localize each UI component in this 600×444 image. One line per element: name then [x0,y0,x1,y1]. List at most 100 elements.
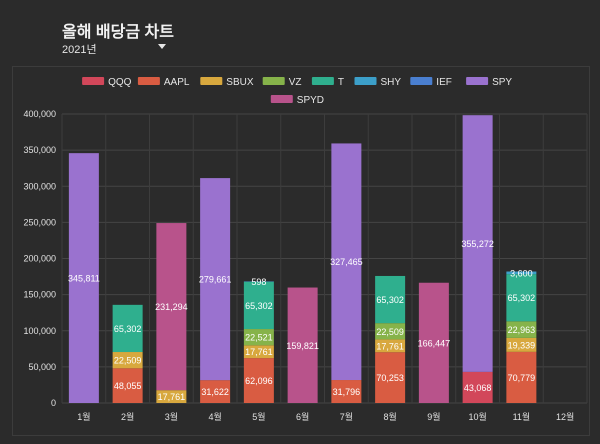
year-dropdown[interactable]: 2021년 [62,41,166,57]
bar-sbux[interactable] [506,337,537,352]
legend-swatch-ief [410,77,433,85]
y-axis: 0 50,000 100,000 150,000 200,000 250,000 300,0… [23,109,56,408]
data-label: 345,811 [68,274,100,284]
x-tick-label: 1월 [77,411,90,422]
data-label: 22,521 [245,333,273,343]
data-labels: 345,811 48,055 22,509 65,302 17,761 231,294 31… [68,239,535,402]
x-tick-label: 6월 [296,411,309,422]
x-tick-label: 11월 [513,411,531,422]
bar-spyd[interactable] [287,287,318,403]
legend-swatch-t [311,77,334,85]
legend-label-shy: SHY [381,77,402,88]
bar-aapl[interactable] [375,352,406,403]
data-label: 65,302 [376,295,404,305]
bar-spy[interactable] [200,178,231,381]
legend-swatch-shy [354,77,377,85]
legend-swatch-qqq [82,77,105,85]
x-tick-label: 10월 [468,411,486,422]
chart-grid [61,113,588,404]
bar-spyd[interactable] [156,223,187,391]
data-label: 70,253 [376,373,404,383]
bar-aapl[interactable] [243,358,274,403]
y-tick-label: 400,000 [23,109,56,119]
data-label: 70,779 [508,373,536,383]
data-label: 65,302 [114,324,142,334]
legend-label-t: T [338,77,344,88]
bar-spy[interactable] [462,115,493,372]
chevron-down-icon [158,44,166,49]
data-label: 355,272 [461,239,494,249]
bar-spyd[interactable] [418,282,449,403]
bar-sbux[interactable] [243,345,274,359]
data-label: 65,302 [245,301,273,311]
bar-sbux[interactable] [375,339,406,353]
dividend-bar-chart: QQQ AAPL SBUX VZ T SHY IEF SPY SPYD 0 50,000 100,0… [23,77,588,422]
data-label: 598 [251,277,266,287]
chart-title: 올해 배당금 차트 [62,24,174,41]
data-label: 65,302 [508,293,536,303]
data-label: 279,661 [199,275,232,285]
bar-aapl[interactable] [200,380,231,403]
bar-t[interactable] [506,274,537,322]
x-tick-label: 8월 [383,411,396,422]
legend-label-qqq: QQQ [108,77,132,88]
bar-aapl[interactable] [506,351,537,403]
legend-swatch-spyd [270,95,293,103]
bar-vz[interactable] [506,321,537,338]
legend-label-aapl: AAPL [164,77,190,88]
legend-label-spy: SPY [492,77,512,88]
y-tick-label: 100,000 [23,326,56,336]
year-dropdown-value: 2021년 [62,44,97,56]
bar-t[interactable] [112,304,143,353]
bar-spy[interactable] [331,143,362,381]
bar-shy[interactable] [506,271,537,275]
data-label: 62,096 [245,376,273,386]
y-tick-label: 150,000 [23,290,56,300]
bar-sbux[interactable] [156,390,187,403]
chart-legend: QQQ AAPL SBUX VZ T SHY IEF SPY SPYD [82,77,512,106]
data-label: 48,055 [114,381,142,391]
legend-swatch-sbux [200,77,223,85]
data-label: 22,509 [376,327,404,337]
bar-vz[interactable] [375,323,406,340]
data-label: 231,294 [155,302,188,312]
legend-label-sbux: SBUX [226,77,254,88]
data-label: 166,447 [418,338,451,348]
legend-label-vz: VZ [289,77,302,88]
data-label: 43,068 [464,383,492,393]
x-tick-label: 3월 [165,411,178,422]
bar-t[interactable] [375,275,406,324]
data-label: 17,761 [376,341,404,351]
y-tick-label: 350,000 [23,145,56,155]
data-label: 19,339 [508,340,536,350]
bar-shy[interactable] [243,281,274,282]
data-label: 31,622 [201,387,229,397]
y-tick-label: 0 [51,398,56,408]
legend-swatch-vz [262,77,285,85]
data-label: 17,761 [245,347,273,357]
data-label: 3,600 [510,268,533,278]
x-tick-label: 7월 [340,411,353,422]
y-tick-label: 50,000 [28,362,56,372]
legend-label-ief: IEF [436,77,452,88]
chart-bars [68,115,537,403]
x-tick-label: 4월 [208,411,221,422]
bar-t[interactable] [243,281,274,330]
legend-swatch-spy [466,77,489,85]
data-label: 17,761 [158,392,186,402]
x-tick-label: 9월 [427,411,440,422]
data-label: 22,963 [508,325,536,335]
bar-aapl[interactable] [331,380,362,403]
y-tick-label: 250,000 [23,217,56,227]
bar-qqq[interactable] [462,371,493,403]
chart-panel: QQQ AAPL SBUX VZ T SHY IEF SPY SPYD 0 50,000 100,0… [12,66,590,436]
bar-spy[interactable] [68,153,99,403]
data-label: 327,465 [330,257,363,267]
bar-sbux[interactable] [112,352,143,369]
data-label: 159,821 [286,341,319,351]
legend-swatch-aapl [137,77,160,85]
y-tick-label: 300,000 [23,181,56,191]
bar-aapl[interactable] [112,368,143,403]
bar-vz[interactable] [243,329,274,346]
x-tick-label: 5월 [252,411,265,422]
